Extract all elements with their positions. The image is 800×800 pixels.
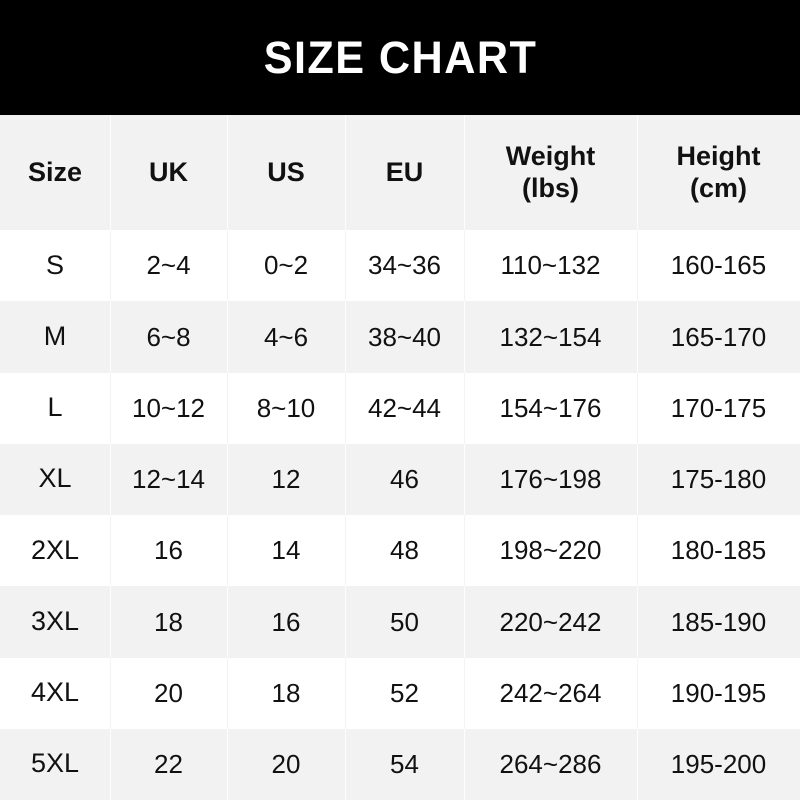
size-table: Size UK US EU Weight (lbs) Height (cm) S…: [0, 115, 800, 800]
cell-us: 8~10: [227, 372, 345, 445]
cell-us: 12: [227, 443, 345, 516]
cell-uk: 10~12: [110, 372, 227, 445]
title-band: SIZE CHART: [0, 0, 800, 115]
cell-eu: 48: [345, 515, 464, 587]
cell-us: 16: [227, 586, 345, 658]
table-row: 3XL 18 16 50 220~242 185-190: [0, 586, 800, 658]
column-header-height-line1: Height: [676, 140, 761, 171]
cell-size: 3XL: [30, 605, 80, 636]
cell-size: 2XL: [30, 534, 80, 565]
table-row: L 10~12 8~10 42~44 154~176 170-175: [0, 372, 800, 445]
table-row: M 6~8 4~6 38~40 132~154 165-170: [0, 301, 800, 373]
cell-weight: 154~176: [464, 372, 637, 445]
cell-size: 4XL: [30, 677, 80, 708]
cell-eu: 46: [345, 443, 464, 516]
cell-height: 190-195: [637, 657, 800, 730]
cell-uk: 12~14: [110, 443, 227, 516]
cell-uk: 6~8: [110, 301, 227, 373]
cell-us: 18: [227, 657, 345, 730]
column-header-height: Height (cm): [637, 115, 800, 230]
table-row: 2XL 16 14 48 198~220 180-185: [0, 515, 800, 587]
cell-eu: 38~40: [345, 301, 464, 373]
cell-weight: 110~132: [464, 230, 637, 302]
cell-size: XL: [38, 463, 72, 494]
cell-us: 0~2: [227, 230, 345, 302]
cell-height: 165-170: [637, 301, 800, 373]
column-header-weight-line1: Weight: [505, 140, 596, 171]
page-title: SIZE CHART: [263, 32, 537, 83]
cell-weight: 132~154: [464, 301, 637, 373]
cell-uk: 22: [110, 728, 227, 800]
cell-height: 175-180: [637, 443, 800, 516]
column-header-weight: Weight (lbs): [464, 115, 637, 230]
cell-eu: 42~44: [345, 372, 464, 445]
cell-height: 170-175: [637, 372, 800, 445]
cell-uk: 16: [110, 515, 227, 587]
cell-weight: 264~286: [464, 728, 637, 800]
cell-eu: 50: [345, 586, 464, 658]
column-header-size-line1: Size: [27, 156, 83, 187]
column-header-eu-line1: EU: [385, 156, 424, 187]
column-header-weight-line2: (lbs): [522, 172, 579, 203]
cell-us: 14: [227, 515, 345, 587]
cell-eu: 52: [345, 657, 464, 730]
table-row: S 2~4 0~2 34~36 110~132 160-165: [0, 230, 800, 302]
cell-eu: 54: [345, 728, 464, 800]
table-row: 4XL 20 18 52 242~264 190-195: [0, 657, 800, 730]
cell-height: 185-190: [637, 586, 800, 658]
cell-size: 5XL: [30, 748, 80, 779]
cell-eu: 34~36: [345, 230, 464, 302]
cell-size: S: [45, 249, 64, 280]
column-header-size: Size: [0, 115, 110, 230]
cell-uk: 18: [110, 586, 227, 658]
column-header-uk-line1: UK: [149, 156, 188, 187]
column-header-eu: EU: [345, 115, 464, 230]
cell-us: 20: [227, 728, 345, 800]
cell-uk: 20: [110, 657, 227, 730]
table-row: 5XL 22 20 54 264~286 195-200: [0, 728, 800, 800]
table-row: XL 12~14 12 46 176~198 175-180: [0, 443, 800, 516]
cell-size: M: [43, 320, 67, 351]
cell-uk: 2~4: [110, 230, 227, 302]
column-header-us-line1: US: [267, 156, 305, 187]
cell-height: 195-200: [637, 728, 800, 800]
column-header-us: US: [227, 115, 345, 230]
cell-weight: 220~242: [464, 586, 637, 658]
cell-height: 160-165: [637, 230, 800, 302]
column-header-uk: UK: [110, 115, 227, 230]
cell-weight: 198~220: [464, 515, 637, 587]
cell-weight: 176~198: [464, 443, 637, 516]
table-header-row: Size UK US EU Weight (lbs) Height (cm): [0, 115, 800, 230]
column-header-height-line2: (cm): [689, 172, 747, 203]
cell-height: 180-185: [637, 515, 800, 587]
cell-us: 4~6: [227, 301, 345, 373]
cell-size: L: [47, 392, 63, 423]
cell-weight: 242~264: [464, 657, 637, 730]
